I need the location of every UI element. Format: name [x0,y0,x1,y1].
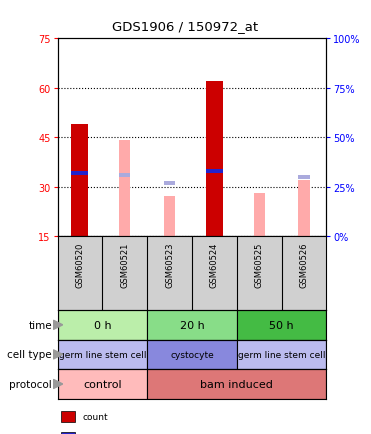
Text: GSM60525: GSM60525 [255,243,264,288]
Text: 50 h: 50 h [269,320,294,330]
Bar [147,369,326,399]
Bar [237,310,326,340]
Bar [147,340,237,369]
Bar [164,181,175,185]
Text: germ line stem cell: germ line stem cell [238,350,325,359]
Bar [164,197,175,237]
Bar [206,169,223,173]
Text: GDS1906 / 150972_at: GDS1906 / 150972_at [112,20,259,33]
Text: GSM60526: GSM60526 [299,243,309,288]
Text: 0 h: 0 h [93,320,111,330]
Polygon shape [53,379,63,389]
Bar [71,171,88,175]
Text: cell type: cell type [7,350,52,359]
Bar [206,82,223,237]
Text: control: control [83,379,122,389]
Text: GSM60523: GSM60523 [165,243,174,288]
Text: GSM60520: GSM60520 [75,243,85,288]
Bar [254,194,265,237]
Bar [119,141,130,237]
Bar [237,340,326,369]
Polygon shape [53,320,63,330]
Polygon shape [53,350,63,359]
Text: time: time [28,320,52,330]
Text: protocol: protocol [9,379,52,389]
Bar [71,125,88,237]
Bar [298,175,310,179]
Text: 20 h: 20 h [180,320,204,330]
Bar [298,181,310,237]
Text: bam induced: bam induced [200,379,273,389]
Text: count: count [83,412,108,421]
Bar [58,340,147,369]
Text: GSM60524: GSM60524 [210,243,219,288]
Bar [58,310,147,340]
Text: germ line stem cell: germ line stem cell [59,350,146,359]
Bar [119,173,130,177]
Bar [58,369,147,399]
Text: cystocyte: cystocyte [170,350,214,359]
Text: GSM60521: GSM60521 [120,243,129,288]
Text: percentile rank within the sample: percentile rank within the sample [83,433,236,434]
Bar [147,310,237,340]
